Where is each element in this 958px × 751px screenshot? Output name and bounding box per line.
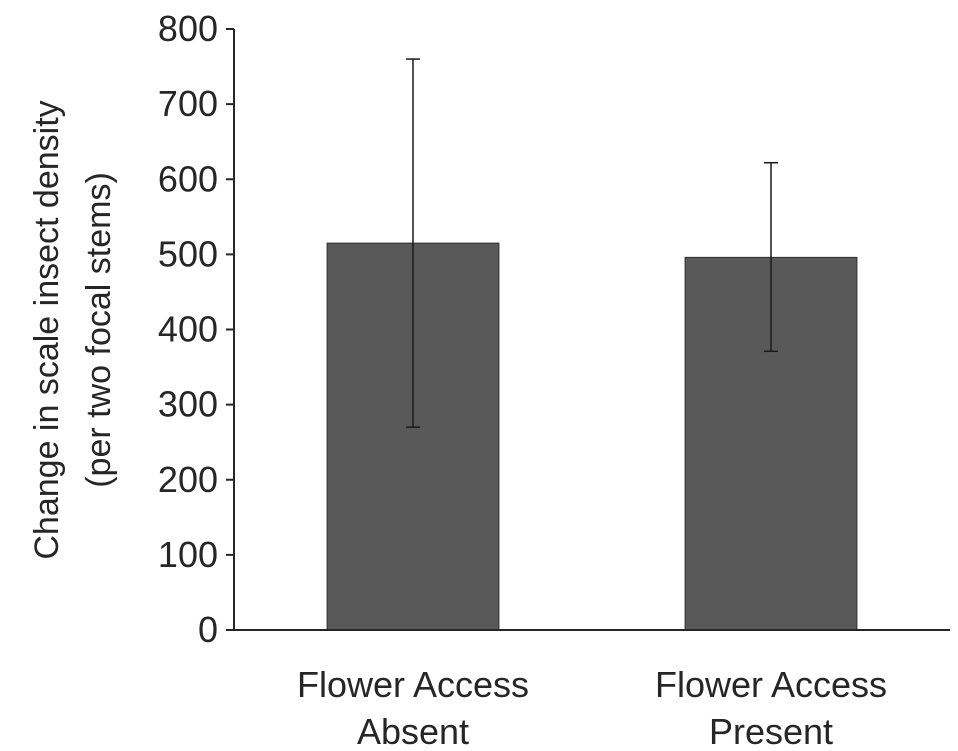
x-category-label: Present [709, 711, 833, 751]
y-tick-label: 0 [198, 609, 218, 650]
bars [326, 242, 858, 631]
y-tick-label: 200 [158, 459, 218, 500]
error-bars [406, 58, 778, 428]
y-axis-title-line-2: (per two focal stems) [80, 172, 118, 488]
y-tick-label: 300 [158, 384, 218, 425]
y-tick-label: 100 [158, 534, 218, 575]
y-tick-label: 400 [158, 309, 218, 350]
y-tick-label: 800 [158, 8, 218, 49]
x-axis-labels: Flower Access Absent Flower Access Present [297, 664, 887, 751]
x-category-label: Flower Access [655, 664, 887, 705]
x-category-label: Flower Access [297, 664, 529, 705]
x-category-label: Absent [357, 711, 469, 751]
y-axis-title: Change in scale insect density (per two … [28, 100, 118, 559]
y-tick-label: 600 [158, 158, 218, 199]
y-tick-label: 700 [158, 83, 218, 124]
y-axis-ticks: 0 100 200 300 400 500 600 700 800 [158, 8, 234, 650]
y-tick-label: 500 [158, 233, 218, 274]
y-axis-title-line-1: Change in scale insect density [28, 100, 66, 559]
